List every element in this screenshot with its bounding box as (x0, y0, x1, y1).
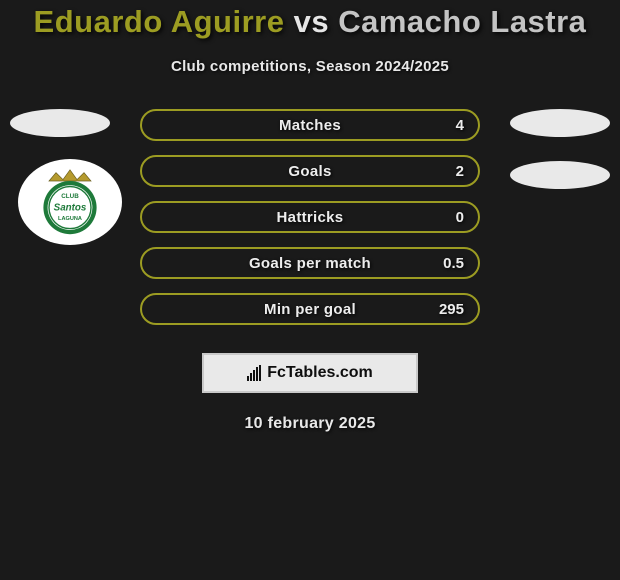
svg-text:LAGUNA: LAGUNA (58, 216, 82, 222)
subtitle: Club competitions, Season 2024/2025 (171, 58, 449, 75)
vs-separator: vs (294, 4, 329, 39)
snapshot-date: 10 february 2025 (244, 415, 375, 433)
compare-area: CLUB Santos LAGUNA Matches 4 Goals 2 Hat… (0, 109, 620, 433)
stat-label: Goals per match (249, 255, 371, 272)
santos-badge-icon: CLUB Santos LAGUNA (35, 167, 105, 237)
player2-name: Camacho Lastra (338, 4, 586, 39)
player1-photo-placeholder (10, 109, 110, 137)
player1-name: Eduardo Aguirre (34, 4, 285, 39)
stat-row-goals: Goals 2 (140, 155, 480, 187)
title: Eduardo Aguirre vs Camacho Lastra (34, 4, 587, 40)
stat-value: 295 (439, 301, 464, 318)
player2-club-placeholder (510, 161, 610, 189)
stat-value: 0 (456, 209, 464, 226)
stat-row-matches: Matches 4 (140, 109, 480, 141)
source-site-box: FcTables.com (202, 353, 418, 393)
stat-value: 4 (456, 117, 464, 134)
stat-value: 0.5 (443, 255, 464, 272)
stat-row-mpg: Min per goal 295 (140, 293, 480, 325)
svg-text:Santos: Santos (54, 202, 87, 213)
comparison-card: Eduardo Aguirre vs Camacho Lastra Club c… (0, 0, 620, 580)
svg-text:CLUB: CLUB (61, 193, 79, 200)
stat-label: Hattricks (277, 209, 344, 226)
player1-club-badge: CLUB Santos LAGUNA (18, 159, 122, 245)
player2-photo-placeholder (510, 109, 610, 137)
source-site-label: FcTables.com (267, 364, 373, 382)
bars-icon (247, 365, 261, 381)
stat-row-gpm: Goals per match 0.5 (140, 247, 480, 279)
stat-label: Min per goal (264, 301, 356, 318)
stat-label: Matches (279, 117, 341, 134)
stat-value: 2 (456, 163, 464, 180)
stat-row-hattricks: Hattricks 0 (140, 201, 480, 233)
stat-label: Goals (288, 163, 331, 180)
